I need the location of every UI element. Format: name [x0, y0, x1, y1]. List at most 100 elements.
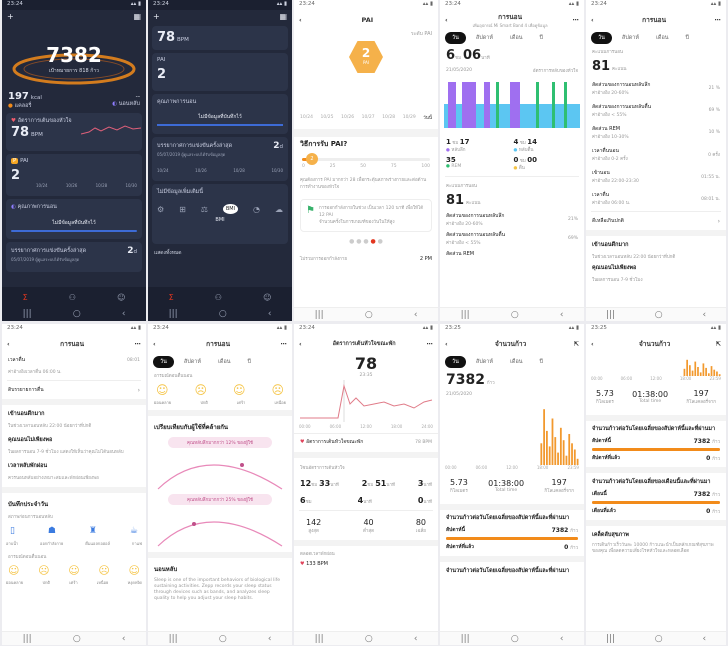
back-icon[interactable]: ‹ — [702, 309, 707, 320]
home-icon[interactable]: ○ — [364, 633, 373, 644]
tab-day[interactable]: วัน — [445, 356, 466, 368]
alcohol-icon[interactable]: ♜ — [88, 526, 97, 536]
tool-icon[interactable]: ⚖ — [200, 204, 208, 214]
share-icon[interactable]: ⇱ — [715, 340, 721, 348]
recents-icon[interactable]: ||| — [168, 633, 178, 644]
home-icon[interactable]: ○ — [510, 309, 519, 320]
back-arrow-icon[interactable]: ‹ — [7, 340, 10, 348]
sleep-card[interactable]: คุณภาพการนอน ไม่มีข้อมูลที่บันทึกไว้ — [152, 94, 288, 134]
home-icon[interactable]: ○ — [72, 309, 81, 319]
quality-link[interactable]: ดีเหลือเกินปกติ — [592, 218, 624, 224]
wake-link[interactable]: ดิบรรยายการตื่น — [8, 387, 44, 393]
pai-card[interactable]: PAI 2 — [152, 53, 288, 91]
mood-tired-icon[interactable]: ☹ — [98, 564, 110, 577]
exercise-icon[interactable]: ☗ — [47, 526, 56, 536]
tab-year[interactable]: ปี — [247, 359, 252, 365]
share-icon[interactable]: ⇱ — [573, 340, 579, 348]
more-icon[interactable]: ⋯ — [134, 340, 142, 348]
back-icon[interactable]: ‹ — [559, 309, 564, 320]
tab-year[interactable]: ปี — [539, 359, 544, 365]
mood-sad-icon[interactable]: ☺ — [232, 383, 246, 397]
back-icon[interactable]: ‹ — [413, 309, 418, 320]
sleep-card[interactable]: ◐ คุณภาพการนอน ไม่มีข้อมูลที่บันทึกไว้ — [6, 199, 142, 239]
add-icon[interactable]: + — [7, 12, 14, 21]
heart-rate-card[interactable]: 78 BPM — [152, 26, 288, 50]
show-all-link[interactable]: แสดงทั้งหมด — [154, 250, 182, 256]
home-icon[interactable]: ○ — [72, 633, 81, 644]
back-icon[interactable]: ‹ — [121, 633, 126, 644]
mood-relaxed-icon[interactable]: ☺ — [156, 383, 169, 397]
grid-icon[interactable]: ▦ — [133, 12, 141, 21]
recents-icon[interactable]: ||| — [168, 309, 178, 319]
back-arrow-icon[interactable]: ‹ — [299, 340, 302, 348]
pai-card[interactable]: P PAI 2 10/24 10/26 10/28 10/30 — [6, 154, 142, 196]
tab-day[interactable]: วัน — [445, 32, 466, 44]
back-icon[interactable]: ‹ — [559, 633, 564, 644]
tab-month[interactable]: เดือน — [218, 359, 231, 365]
recents-icon[interactable]: ||| — [314, 309, 324, 320]
activity-card[interactable]: บรรยากาศการแข่งขันครั้งล่าสุด 2d 05/07/20… — [152, 137, 288, 181]
tab-week[interactable]: สัปดาห์ — [621, 35, 639, 41]
back-icon[interactable]: ‹ — [413, 633, 418, 644]
more-icon[interactable]: ⋯ — [572, 16, 580, 24]
more-icon[interactable]: ⋯ — [426, 340, 434, 348]
bmi-icon[interactable]: BMI — [222, 204, 239, 214]
sleep-note[interactable]: อัตราการหลับของหัวใจ — [532, 69, 578, 74]
recents-icon[interactable]: ||| — [460, 309, 470, 320]
recents-icon[interactable]: ||| — [22, 309, 32, 319]
home-icon[interactable]: ○ — [218, 633, 227, 644]
status-tab-icon[interactable]: Σ — [22, 292, 28, 302]
add-icon[interactable]: + — [153, 12, 160, 21]
home-icon[interactable]: ○ — [654, 633, 663, 644]
tab-month[interactable]: เดือน — [656, 35, 669, 41]
mood-normal-icon[interactable]: ☹ — [194, 383, 207, 397]
tools-card[interactable]: ไม่มีข้อมูลเพิ่มเติมนี้ ⚙ ⊞ ⚖ BMI ◔ ☁ BMI — [152, 184, 288, 244]
mood-angry-icon[interactable]: ☺ — [128, 564, 140, 577]
profile-tab-icon[interactable]: ☺ — [117, 292, 126, 302]
tool-icon[interactable]: ◔ — [253, 204, 260, 214]
tab-day[interactable]: วัน — [153, 356, 174, 368]
back-arrow-icon[interactable]: ‹ — [591, 340, 594, 348]
home-icon[interactable]: ○ — [364, 309, 373, 320]
back-icon[interactable]: ‹ — [267, 633, 272, 644]
tab-month[interactable]: เดือน — [510, 359, 523, 365]
recents-icon[interactable]: ||| — [314, 633, 324, 644]
status-tab-icon[interactable]: Σ — [168, 292, 174, 302]
home-icon[interactable]: ○ — [218, 309, 227, 319]
heart-rate-card[interactable]: ♥ อัตราการเต้นของหัวใจ 78 BPM — [6, 113, 142, 151]
back-icon[interactable]: ‹ — [702, 633, 707, 644]
recents-icon[interactable]: ||| — [605, 633, 615, 644]
mood-tired-icon[interactable]: ☹ — [271, 383, 284, 397]
back-arrow-icon[interactable]: ‹ — [445, 340, 448, 348]
back-icon[interactable]: ‹ — [267, 309, 272, 319]
home-icon[interactable]: ○ — [510, 633, 519, 644]
grid-icon[interactable]: ▦ — [279, 12, 287, 21]
back-icon[interactable]: ‹ — [121, 309, 126, 319]
activity-card[interactable]: บรรยากาศการแข่งขันครั้งล่าสุด 2d 05/07/20… — [6, 242, 142, 272]
home-icon[interactable]: ○ — [654, 309, 663, 320]
tab-week[interactable]: สัปดาห์ — [475, 359, 493, 365]
mood-normal-icon[interactable]: ☹ — [38, 564, 50, 577]
back-arrow-icon[interactable]: ‹ — [445, 16, 448, 24]
tab-year[interactable]: ปี — [685, 35, 690, 41]
profile-tab-icon[interactable]: ☺ — [263, 292, 272, 302]
recents-icon[interactable]: ||| — [460, 633, 470, 644]
back-arrow-icon[interactable]: ‹ — [299, 16, 302, 24]
tab-week[interactable]: สัปดาห์ — [183, 359, 201, 365]
more-icon[interactable]: ⋯ — [280, 340, 288, 348]
back-arrow-icon[interactable]: ‹ — [591, 16, 594, 24]
tool-icon[interactable]: ⚙ — [157, 204, 165, 214]
tab-day[interactable]: วัน — [591, 32, 612, 44]
tab-week[interactable]: สัปดาห์ — [475, 35, 493, 41]
back-arrow-icon[interactable]: ‹ — [153, 340, 156, 348]
more-icon[interactable]: ⋯ — [714, 16, 722, 24]
bath-icon[interactable]: ▯ — [10, 526, 15, 536]
tool-icon[interactable]: ⊞ — [179, 204, 186, 214]
coffee-icon[interactable]: ☕ — [129, 526, 138, 536]
mood-relaxed-icon[interactable]: ☺ — [8, 564, 20, 577]
steps-ring[interactable]: 7382 เป้าหมายการ 818 ก้าว — [2, 23, 146, 91]
workout-tab-icon[interactable]: ⚇ — [214, 292, 222, 302]
day-tick[interactable]: วันนี้ — [423, 116, 432, 121]
tab-year[interactable]: ปี — [539, 35, 544, 41]
mood-sad-icon[interactable]: ☺ — [68, 564, 80, 577]
